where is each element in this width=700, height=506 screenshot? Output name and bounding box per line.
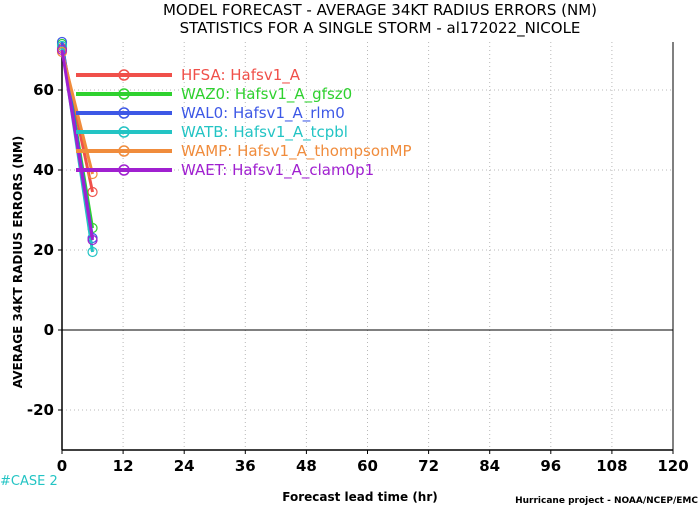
grid-lines <box>62 42 673 450</box>
y-tick-label: 60 <box>33 81 54 99</box>
legend-label-wal0: WAL0: Hafsv1_A_rlm0 <box>181 104 345 123</box>
y-tick-label: 20 <box>33 241 54 259</box>
legend-label-hfsa: HFSA: Hafsv1_A <box>181 66 301 85</box>
y-axis-title: AVERAGE 34KT RADIUS ERRORS (NM) <box>11 136 25 388</box>
x-tick-label: 24 <box>174 457 195 475</box>
x-tick-label: 72 <box>418 457 439 475</box>
x-tick-label: 96 <box>540 457 561 475</box>
x-tick-label: 60 <box>357 457 378 475</box>
legend-label-waz0: WAZ0: Hafsv1_A_gfsz0 <box>181 85 352 104</box>
x-tick-label: 12 <box>113 457 134 475</box>
y-tick-label: -20 <box>27 401 54 419</box>
x-tick-label: 84 <box>479 457 500 475</box>
series-point-waet <box>56 44 68 56</box>
legend-marker-wamp <box>118 145 130 157</box>
y-tick-label: 40 <box>33 161 54 179</box>
legend-label-wamp: WAMP: Hafsv1_A_thompsonMP <box>181 142 412 161</box>
legend-label-watb: WATB: Hafsv1_A_tcpbl <box>181 123 348 142</box>
chart-subtitle: STATISTICS FOR A SINGLE STORM - al172022… <box>180 19 581 38</box>
chart-title: MODEL FORECAST - AVERAGE 34KT RADIUS ERR… <box>163 1 597 19</box>
case-label: #CASE 2 <box>0 474 58 489</box>
credit-text: Hurricane project - NOAA/NCEP/EMC <box>515 496 698 506</box>
x-tick-label: 0 <box>57 457 67 475</box>
series-point-waet <box>87 234 98 246</box>
series-line-waet <box>60 49 95 241</box>
y-tick-label: 0 <box>44 321 54 339</box>
legend-marker-waz0 <box>118 88 130 100</box>
legend-marker-waet <box>118 164 130 176</box>
legend-marker-hfsa <box>118 69 130 81</box>
legend-marker-wal0 <box>118 107 130 119</box>
legend-marker-watb <box>118 126 130 138</box>
x-tick-label: 48 <box>296 457 317 475</box>
x-axis-title: Forecast lead time (hr) <box>282 490 438 504</box>
legend-label-waet: WAET: Hafsv1_A_clam0p1 <box>181 161 374 180</box>
tick-labels: 0 12 24 36 48 60 72 84 96 108 120 -20 0 20 40 60 <box>27 81 689 475</box>
series-point-watb <box>87 246 98 258</box>
x-tick-label: 108 <box>596 457 627 475</box>
series-lines <box>56 36 98 258</box>
axes <box>58 42 674 454</box>
x-tick-label: 36 <box>235 457 256 475</box>
x-tick-label: 120 <box>657 457 688 475</box>
